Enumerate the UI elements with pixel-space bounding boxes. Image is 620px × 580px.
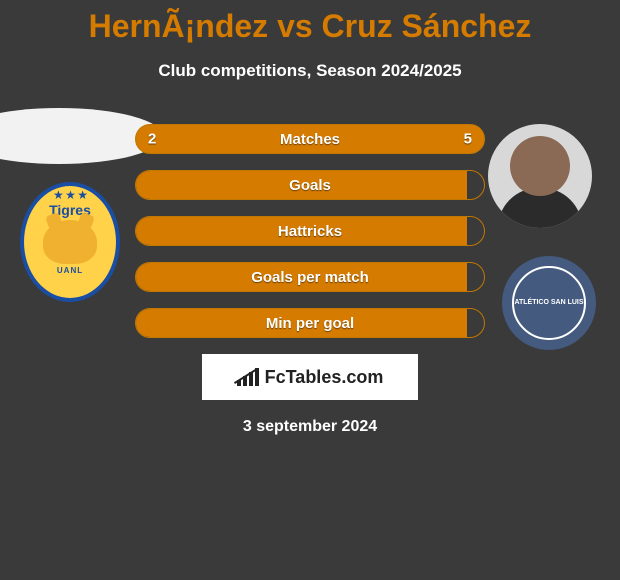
- club-right-badge: ATLÉTICO SAN LUIS: [502, 256, 596, 350]
- page-title: HernÃ¡ndez vs Cruz Sánchez: [0, 0, 620, 45]
- player-right-avatar: [488, 124, 592, 228]
- stat-bar-goals: Goals: [135, 170, 485, 200]
- watermark-text: FcTables.com: [265, 367, 384, 388]
- stats-column: Matches 2 5 Goals Hattricks Goals per match Mi…: [135, 124, 485, 436]
- watermark: FcTables.com: [202, 354, 418, 400]
- stat-value-left: 2: [148, 131, 156, 148]
- tiger-icon: [43, 220, 97, 264]
- stat-bar-min-per-goal: Min per goal: [135, 308, 485, 338]
- stat-bar-matches: Matches 2 5: [135, 124, 485, 154]
- stat-label: Goals per match: [251, 269, 369, 286]
- star-icon: ★ ★ ★: [53, 188, 87, 202]
- club-left-sub: UANL: [57, 266, 83, 275]
- club-right-name: ATLÉTICO SAN LUIS: [512, 266, 586, 340]
- stat-label: Hattricks: [278, 223, 342, 240]
- stat-label: Matches: [280, 131, 340, 148]
- bar-chart-icon: [237, 368, 259, 386]
- stat-bar-goals-per-match: Goals per match: [135, 262, 485, 292]
- stat-label: Min per goal: [266, 315, 354, 332]
- stat-bar-hattricks: Hattricks: [135, 216, 485, 246]
- date-text: 3 september 2024: [135, 418, 485, 436]
- club-left-badge: ★ ★ ★ Tigres UANL: [20, 182, 120, 302]
- subtitle: Club competitions, Season 2024/2025: [0, 61, 620, 81]
- stat-label: Goals: [289, 177, 331, 194]
- stat-value-right: 5: [464, 131, 472, 148]
